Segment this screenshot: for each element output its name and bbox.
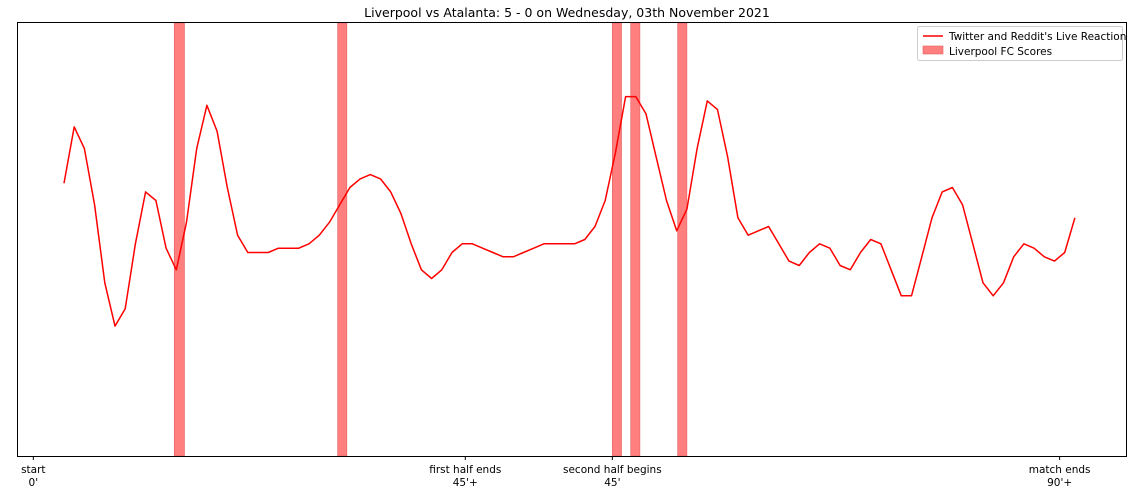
- legend-label-scores: Liverpool FC Scores: [949, 46, 1052, 58]
- x-tick-label: first half ends: [429, 464, 501, 476]
- series-layer: [63, 95, 1076, 327]
- plot-frame: [17, 22, 1127, 457]
- legend-label-reaction: Twitter and Reddit's Live Reaction: [948, 31, 1126, 43]
- chart-title: Liverpool vs Atalanta: 5 - 0 on Wednesda…: [364, 5, 770, 20]
- x-tick-label: match ends: [1029, 464, 1091, 476]
- goal-region-5: [677, 22, 688, 457]
- x-tick-sublabel: 45': [604, 477, 620, 489]
- score-regions: [173, 22, 688, 457]
- series-line-1: [63, 95, 1076, 327]
- x-tick-sublabel: 90'+: [1047, 477, 1072, 489]
- goal-region-2: [337, 22, 348, 457]
- x-tick-sublabel: 45'+: [453, 477, 478, 489]
- x-tick-label: start: [21, 464, 45, 476]
- goal-region-3: [612, 22, 622, 457]
- goal-region-4: [630, 22, 641, 457]
- x-tick-sublabel: 0': [29, 477, 39, 489]
- legend-box: [917, 26, 1123, 61]
- legend: Twitter and Reddit's Live Reaction Liver…: [917, 26, 1126, 61]
- legend-patch-swatch: [922, 45, 944, 55]
- x-tick-label: second half begins: [563, 464, 662, 476]
